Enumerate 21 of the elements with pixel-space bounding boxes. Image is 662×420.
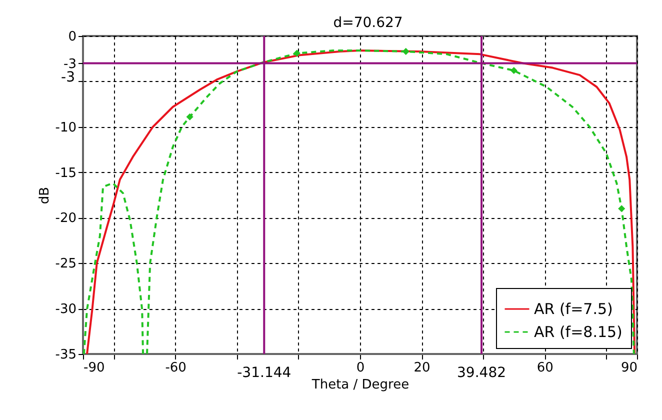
- y-tick-label: -20: [55, 211, 76, 226]
- x-axis-title: Theta / Degree: [310, 378, 410, 392]
- x-tick-label: 90: [620, 360, 638, 376]
- y-tick-label: -3: [64, 56, 76, 72]
- y-axis-title: dB: [37, 186, 52, 204]
- y-tick-label: 0: [68, 30, 76, 44]
- y-tick-label: -30: [55, 302, 76, 318]
- ref-line-label: -31.144: [237, 365, 292, 381]
- y-tick-label: -35: [55, 348, 76, 362]
- legend-label: AR (f=8.15): [534, 323, 622, 341]
- legend-label: AR (f=7.5): [534, 300, 613, 318]
- y-tick-label: -25: [55, 256, 76, 272]
- ref-line-label: 39.482: [457, 365, 506, 381]
- x-tick-label: 20: [414, 360, 430, 376]
- text: d=70.627: [333, 15, 403, 31]
- x-tick-label: -90: [84, 360, 105, 376]
- y-tick-label: -10: [55, 120, 76, 136]
- x-tick-label: 60: [536, 360, 554, 376]
- y-tick-label: -15: [55, 166, 76, 181]
- x-tick-label: 0: [356, 360, 365, 376]
- x-tick-label: -60: [165, 360, 186, 376]
